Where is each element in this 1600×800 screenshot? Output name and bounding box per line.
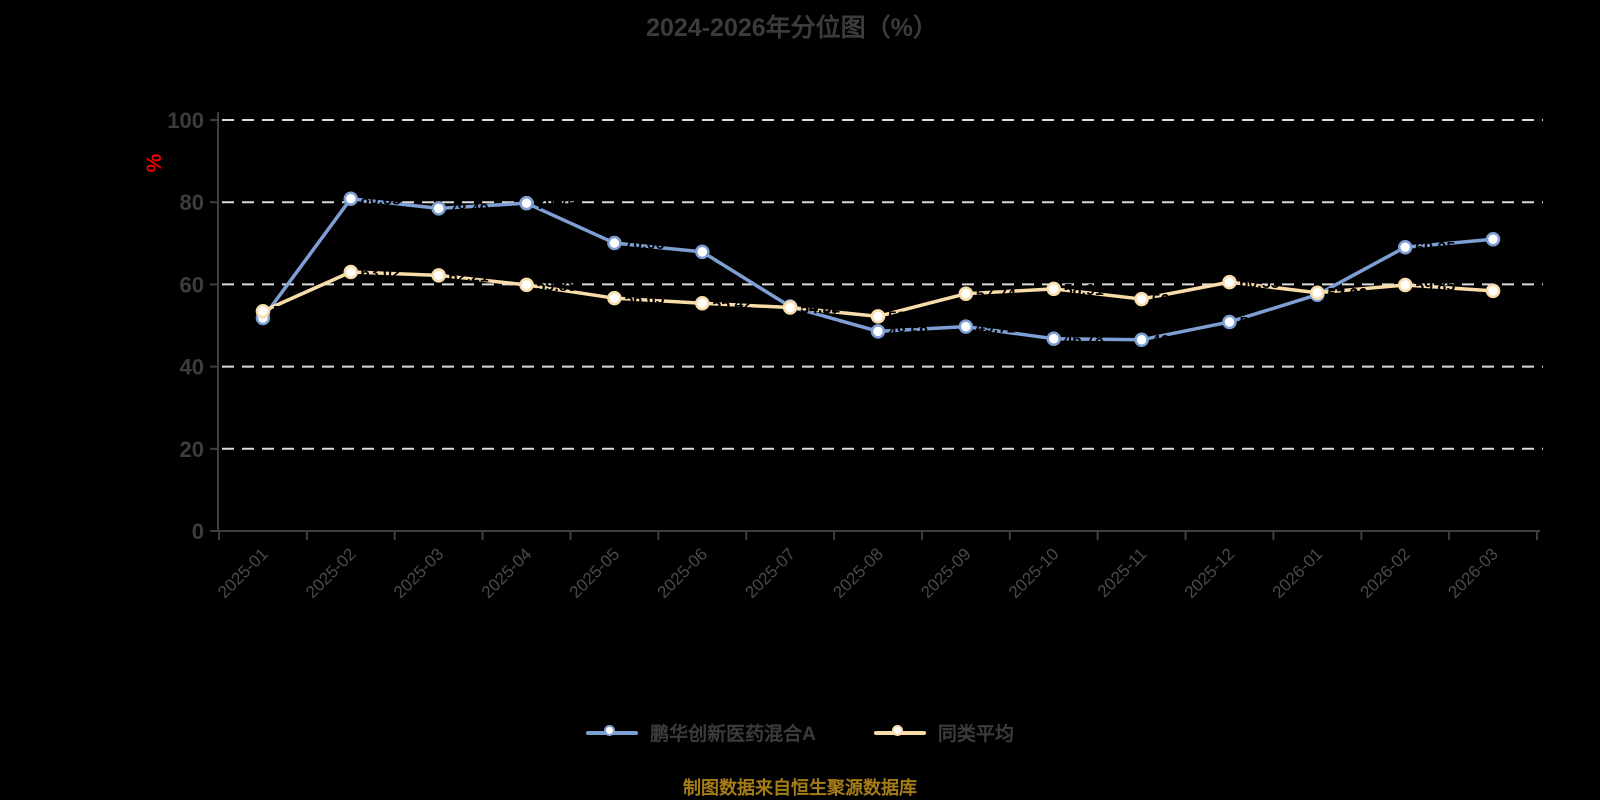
data-label: 54.62 (800, 300, 840, 317)
series-1-point (1485, 283, 1501, 299)
data-label: 67.92 (712, 245, 752, 262)
data-label: 57.49 (1327, 288, 1367, 305)
x-tick-label: 2025-05 (566, 544, 624, 602)
series-1-point (695, 295, 710, 311)
series-0-point (1046, 331, 1061, 346)
line-with-dot-marker-icon (586, 724, 639, 741)
series-0-point (519, 195, 534, 211)
data-label: 56.65 (624, 291, 664, 308)
legend-label-category-average: 同类平均 (937, 724, 1014, 745)
series-1-point (343, 264, 359, 280)
data-label: 46.78 (1064, 332, 1104, 349)
legend-dot-swatch (891, 724, 903, 736)
data-label: 48.58 (888, 324, 928, 341)
chart-legend: 鹏华创新医药混合A 同类平均 (0, 719, 1600, 746)
data-label: 58.91 (1064, 282, 1104, 299)
series-1-point (431, 268, 446, 283)
series-1-point (1134, 291, 1149, 307)
data-label: 59.88 (537, 278, 577, 295)
series-1-point (1397, 277, 1413, 293)
x-tick-label: 2025-11 (1094, 544, 1151, 601)
data-label: 50.86 (1239, 315, 1279, 332)
series-0-point (695, 244, 710, 260)
data-label: 54.37 (800, 301, 840, 318)
y-tick-label: 80 (180, 190, 204, 215)
x-tick-label: 2025-12 (1181, 544, 1239, 602)
series-0-point (958, 319, 974, 334)
x-tick-label: 2026-02 (1356, 544, 1414, 602)
series-1-point (870, 309, 886, 324)
data-label: 55.42 (712, 296, 752, 313)
x-tick-label: 2025-09 (917, 544, 975, 602)
y-tick-label: 20 (180, 437, 204, 462)
series-1-point (255, 303, 271, 319)
x-tick-label: 2026-01 (1269, 544, 1327, 602)
data-label: 57.74 (976, 287, 1016, 304)
data-source-note: 制图数据来自恒生聚源数据库 (683, 778, 917, 798)
data-label: 70.98 (1503, 232, 1543, 249)
series-1-point (1222, 274, 1237, 290)
x-tick-label: 2025-04 (478, 544, 536, 602)
data-label: 46.52 (1152, 333, 1192, 350)
data-label: 78.49 (449, 201, 489, 218)
series-1-point (1310, 285, 1325, 301)
data-label: 70.06 (624, 236, 664, 253)
y-tick-label: 60 (180, 272, 204, 297)
data-label: 57.96 (1327, 286, 1367, 303)
y-tick-label: 100 (167, 108, 204, 133)
x-tick-label: 2025-08 (829, 544, 887, 602)
x-tick-label: 2025-06 (654, 544, 712, 602)
series-0-point (607, 235, 622, 251)
data-label: 58.43 (1503, 284, 1543, 301)
line-with-dot-marker-icon (873, 724, 926, 741)
y-tick-label: 40 (180, 355, 204, 380)
series-1-point (607, 290, 622, 306)
legend-item-fund[interactable]: 鹏华创新医药混合A (586, 719, 816, 746)
x-tick-label: 2025-07 (741, 544, 799, 602)
data-label: 80.85 (361, 192, 401, 209)
data-label: 69.05 (1415, 240, 1455, 257)
series-0-point (1397, 239, 1413, 255)
data-label: 63.02 (361, 265, 401, 282)
series-1-point (1046, 281, 1061, 297)
data-label: 53.47 (273, 304, 313, 321)
x-tick-label: 2025-03 (390, 544, 448, 602)
data-label: 79.76 (537, 196, 577, 213)
data-label: 52.21 (888, 309, 928, 326)
series-0-point (1222, 314, 1237, 330)
series-1-point (782, 300, 798, 315)
data-label: 62.21 (449, 268, 489, 285)
legend-dot-swatch (604, 724, 616, 736)
series-1-point (958, 286, 974, 301)
series-0-point (343, 191, 359, 206)
x-tick-label: 2025-10 (1005, 544, 1063, 602)
x-tick-label: 2026-03 (1444, 544, 1502, 602)
series-0-point (1134, 332, 1149, 348)
series-0-point (870, 324, 886, 339)
series-0-point (1485, 232, 1501, 247)
legend-label-fund: 鹏华创新医药混合A (650, 724, 816, 745)
y-tick-label: 0 (192, 519, 204, 544)
x-tick-label: 2025-02 (302, 544, 360, 602)
data-label: 49.72 (976, 320, 1016, 337)
data-label: 59.85 (1415, 278, 1455, 295)
data-label: 60.55 (1239, 275, 1279, 292)
x-tick-label: 2025-01 (214, 544, 272, 602)
data-label: 56.43 (1152, 292, 1192, 309)
data-label: 51.82 (273, 311, 313, 328)
chart-title: 2024-2026年分位图（%） (646, 14, 938, 42)
series-0-point (431, 201, 446, 216)
legend-item-category-average[interactable]: 同类平均 (873, 719, 1014, 746)
series-1-point (519, 277, 534, 293)
